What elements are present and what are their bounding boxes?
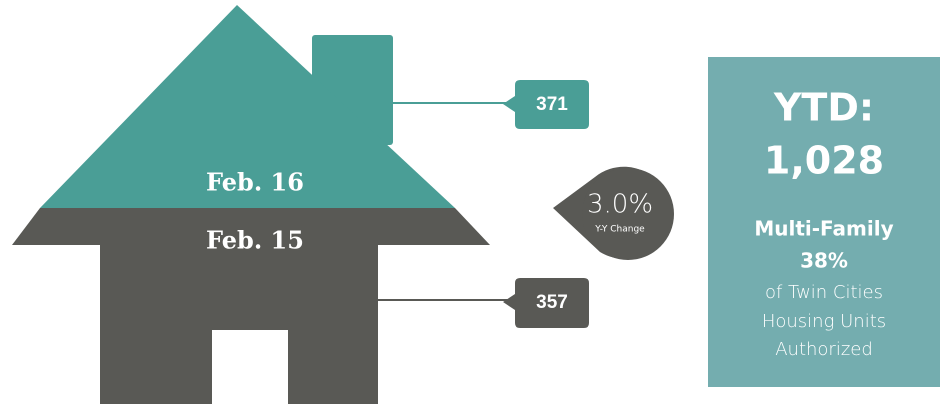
- panel-subtitle: Multi-Family: [754, 217, 893, 241]
- roof: [40, 5, 455, 208]
- summary-panel: [708, 57, 940, 387]
- panel-line: of Twin Cities: [765, 282, 883, 303]
- house-body: [100, 245, 378, 404]
- change-droplet: [582, 168, 674, 260]
- change-label: Y-Y Change: [594, 225, 645, 235]
- panel-line: Authorized: [775, 339, 873, 360]
- callout-box: [503, 278, 589, 328]
- callout-value: 371: [536, 94, 568, 115]
- panel-line: Housing Units: [762, 311, 886, 332]
- panel-total: 1,028: [764, 139, 884, 183]
- panel-share: 38%: [800, 249, 848, 273]
- callout-value: 357: [536, 292, 568, 313]
- callout-box: [503, 80, 589, 129]
- panel-title: YTD:: [773, 86, 874, 130]
- base-label: Feb. 15: [206, 226, 304, 255]
- eave: [12, 208, 490, 245]
- roof-label: Feb. 16: [206, 168, 304, 197]
- change-value: 3.0%: [587, 190, 653, 220]
